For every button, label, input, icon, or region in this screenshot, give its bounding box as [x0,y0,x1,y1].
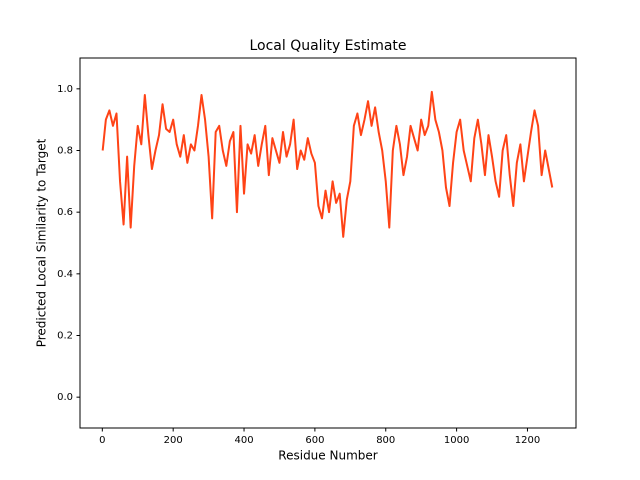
y-tick-label: 0.8 [57,146,73,157]
x-axis-label: Residue Number [278,449,377,463]
y-tick-label: 0.2 [57,331,73,342]
x-tick-label: 200 [164,435,183,446]
axes-frame [79,57,577,429]
x-tick-label: 400 [234,435,253,446]
chart-title: Local Quality Estimate [249,38,406,54]
y-axis-label: Predicted Local Similarity to Target [35,138,49,347]
x-tick-label: 800 [376,435,395,446]
y-tick-label: 0.4 [57,269,73,280]
x-tick-label: 0 [99,435,105,446]
y-tick-label: 0.0 [57,392,73,403]
x-tick-label: 1200 [515,435,540,446]
x-tick-label: 600 [305,435,324,446]
x-tick-label: 1000 [444,435,469,446]
y-tick-label: 0.6 [57,207,73,218]
data-line [101,90,554,238]
y-tick-label: 1.0 [57,84,73,95]
